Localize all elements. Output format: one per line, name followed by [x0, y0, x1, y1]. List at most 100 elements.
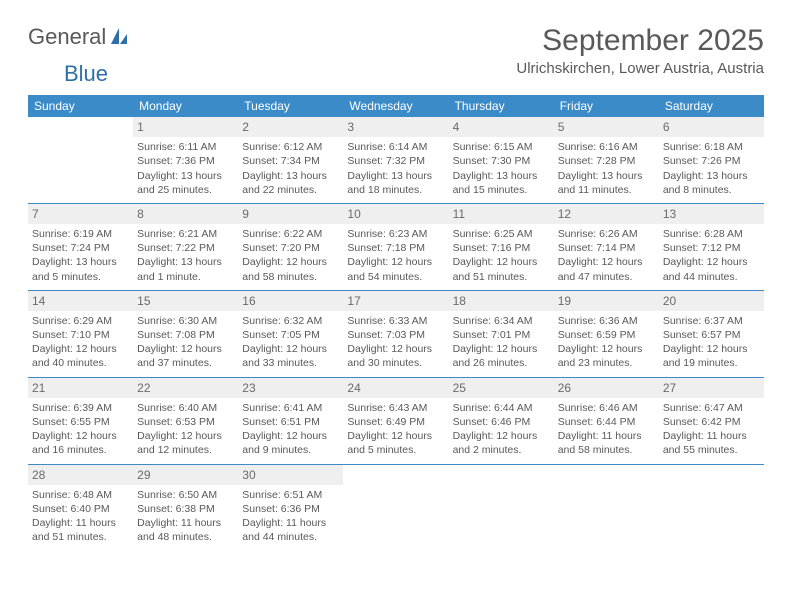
day-number: 2	[238, 117, 343, 137]
week-row: 21Sunrise: 6:39 AMSunset: 6:55 PMDayligh…	[28, 377, 764, 464]
sunset-text: Sunset: 6:55 PM	[32, 415, 129, 429]
day-cell: 15Sunrise: 6:30 AMSunset: 7:08 PMDayligh…	[133, 291, 238, 377]
sunset-text: Sunset: 7:30 PM	[453, 154, 550, 168]
day-number: 8	[133, 204, 238, 224]
day-number: 4	[449, 117, 554, 137]
day-cell	[554, 465, 659, 551]
day-number: 13	[659, 204, 764, 224]
weekday-thursday: Thursday	[449, 95, 554, 117]
sunrise-text: Sunrise: 6:40 AM	[137, 401, 234, 415]
day-cell: 10Sunrise: 6:23 AMSunset: 7:18 PMDayligh…	[343, 204, 448, 290]
day-cell: 30Sunrise: 6:51 AMSunset: 6:36 PMDayligh…	[238, 465, 343, 551]
day-cell	[449, 465, 554, 551]
day-cell: 18Sunrise: 6:34 AMSunset: 7:01 PMDayligh…	[449, 291, 554, 377]
sunset-text: Sunset: 7:26 PM	[663, 154, 760, 168]
day-cell: 16Sunrise: 6:32 AMSunset: 7:05 PMDayligh…	[238, 291, 343, 377]
day-cell: 8Sunrise: 6:21 AMSunset: 7:22 PMDaylight…	[133, 204, 238, 290]
logo-word-2: Blue	[64, 61, 108, 87]
day-cell: 7Sunrise: 6:19 AMSunset: 7:24 PMDaylight…	[28, 204, 133, 290]
sunrise-text: Sunrise: 6:23 AM	[347, 227, 444, 241]
weekday-header-row: Sunday Monday Tuesday Wednesday Thursday…	[28, 95, 764, 117]
day-number: 15	[133, 291, 238, 311]
daylight-text: Daylight: 12 hours and 37 minutes.	[137, 342, 234, 370]
sunset-text: Sunset: 6:44 PM	[558, 415, 655, 429]
day-number: 16	[238, 291, 343, 311]
day-cell: 17Sunrise: 6:33 AMSunset: 7:03 PMDayligh…	[343, 291, 448, 377]
daylight-text: Daylight: 11 hours and 48 minutes.	[137, 516, 234, 544]
location-text: Ulrichskirchen, Lower Austria, Austria	[516, 60, 764, 77]
daylight-text: Daylight: 12 hours and 44 minutes.	[663, 255, 760, 283]
day-cell: 29Sunrise: 6:50 AMSunset: 6:38 PMDayligh…	[133, 465, 238, 551]
day-number: 26	[554, 378, 659, 398]
sunrise-text: Sunrise: 6:48 AM	[32, 488, 129, 502]
daylight-text: Daylight: 12 hours and 9 minutes.	[242, 429, 339, 457]
daylight-text: Daylight: 13 hours and 5 minutes.	[32, 255, 129, 283]
day-cell	[28, 117, 133, 203]
day-cell: 26Sunrise: 6:46 AMSunset: 6:44 PMDayligh…	[554, 378, 659, 464]
daylight-text: Daylight: 12 hours and 5 minutes.	[347, 429, 444, 457]
sunrise-text: Sunrise: 6:11 AM	[137, 140, 234, 154]
logo-sail-icon	[109, 26, 129, 49]
day-number: 19	[554, 291, 659, 311]
daylight-text: Daylight: 12 hours and 33 minutes.	[242, 342, 339, 370]
day-cell: 27Sunrise: 6:47 AMSunset: 6:42 PMDayligh…	[659, 378, 764, 464]
sunset-text: Sunset: 7:03 PM	[347, 328, 444, 342]
sunset-text: Sunset: 6:40 PM	[32, 502, 129, 516]
sunrise-text: Sunrise: 6:47 AM	[663, 401, 760, 415]
sunset-text: Sunset: 7:36 PM	[137, 154, 234, 168]
sunrise-text: Sunrise: 6:29 AM	[32, 314, 129, 328]
day-cell	[343, 465, 448, 551]
sunrise-text: Sunrise: 6:21 AM	[137, 227, 234, 241]
sunrise-text: Sunrise: 6:41 AM	[242, 401, 339, 415]
day-cell: 21Sunrise: 6:39 AMSunset: 6:55 PMDayligh…	[28, 378, 133, 464]
sunset-text: Sunset: 6:49 PM	[347, 415, 444, 429]
day-number: 28	[28, 465, 133, 485]
sunrise-text: Sunrise: 6:30 AM	[137, 314, 234, 328]
day-number: 30	[238, 465, 343, 485]
daylight-text: Daylight: 11 hours and 58 minutes.	[558, 429, 655, 457]
day-cell: 4Sunrise: 6:15 AMSunset: 7:30 PMDaylight…	[449, 117, 554, 203]
day-number: 1	[133, 117, 238, 137]
day-number: 6	[659, 117, 764, 137]
sunrise-text: Sunrise: 6:15 AM	[453, 140, 550, 154]
daylight-text: Daylight: 12 hours and 54 minutes.	[347, 255, 444, 283]
sunrise-text: Sunrise: 6:26 AM	[558, 227, 655, 241]
day-number: 12	[554, 204, 659, 224]
day-cell: 22Sunrise: 6:40 AMSunset: 6:53 PMDayligh…	[133, 378, 238, 464]
sunset-text: Sunset: 6:53 PM	[137, 415, 234, 429]
week-row: 14Sunrise: 6:29 AMSunset: 7:10 PMDayligh…	[28, 290, 764, 377]
daylight-text: Daylight: 12 hours and 16 minutes.	[32, 429, 129, 457]
day-number: 27	[659, 378, 764, 398]
sunrise-text: Sunrise: 6:36 AM	[558, 314, 655, 328]
weeks-container: 1Sunrise: 6:11 AMSunset: 7:36 PMDaylight…	[28, 117, 764, 550]
daylight-text: Daylight: 13 hours and 11 minutes.	[558, 169, 655, 197]
week-row: 1Sunrise: 6:11 AMSunset: 7:36 PMDaylight…	[28, 117, 764, 203]
day-number: 24	[343, 378, 448, 398]
daylight-text: Daylight: 12 hours and 40 minutes.	[32, 342, 129, 370]
sunset-text: Sunset: 7:28 PM	[558, 154, 655, 168]
day-number: 25	[449, 378, 554, 398]
day-number: 14	[28, 291, 133, 311]
day-cell: 28Sunrise: 6:48 AMSunset: 6:40 PMDayligh…	[28, 465, 133, 551]
day-cell: 12Sunrise: 6:26 AMSunset: 7:14 PMDayligh…	[554, 204, 659, 290]
sunrise-text: Sunrise: 6:43 AM	[347, 401, 444, 415]
weekday-saturday: Saturday	[659, 95, 764, 117]
sunrise-text: Sunrise: 6:12 AM	[242, 140, 339, 154]
day-number: 7	[28, 204, 133, 224]
sunrise-text: Sunrise: 6:37 AM	[663, 314, 760, 328]
day-number: 11	[449, 204, 554, 224]
sunrise-text: Sunrise: 6:34 AM	[453, 314, 550, 328]
day-cell: 3Sunrise: 6:14 AMSunset: 7:32 PMDaylight…	[343, 117, 448, 203]
daylight-text: Daylight: 11 hours and 55 minutes.	[663, 429, 760, 457]
week-row: 28 Sunrise: 6:48 AMSunset: 6:40 PM Dayligh…	[28, 464, 764, 551]
daylight-text: Daylight: 13 hours and 22 minutes.	[242, 169, 339, 197]
sunset-text: Sunset: 6:46 PM	[453, 415, 550, 429]
weekday-wednesday: Wednesday	[343, 95, 448, 117]
daylight-text: Daylight: 13 hours and 25 minutes.	[137, 169, 234, 197]
sunrise-text: Sunrise: 6:39 AM	[32, 401, 129, 415]
sunrise-text: Sunrise: 6:51 AM	[242, 488, 339, 502]
daylight-text: Daylight: 13 hours and 1 minute.	[137, 255, 234, 283]
day-number: 9	[238, 204, 343, 224]
sunset-text: Sunset: 7:14 PM	[558, 241, 655, 255]
month-title: September 2025	[516, 24, 764, 58]
